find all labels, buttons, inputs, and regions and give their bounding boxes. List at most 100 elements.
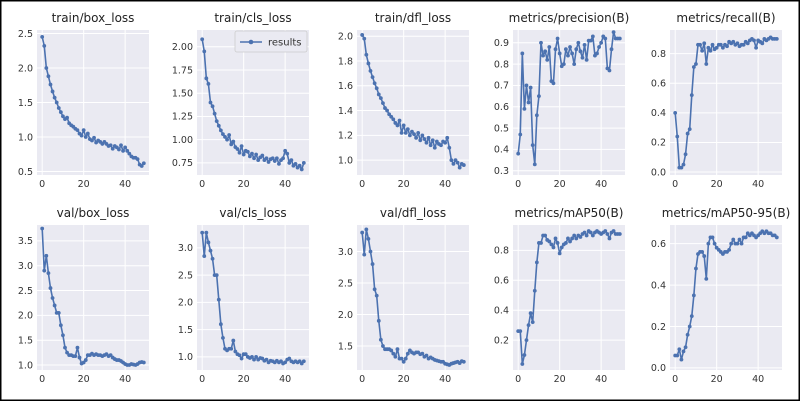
y-tick-label: 0.6 (494, 276, 509, 287)
x-tick-label: 0 (515, 179, 521, 190)
data-point (50, 296, 55, 300)
y-tick-label: 2.0 (18, 63, 33, 74)
data-point (52, 95, 57, 100)
data-point (48, 82, 53, 87)
data-point (233, 349, 238, 354)
data-point (75, 345, 80, 350)
data-point (582, 43, 587, 47)
data-point (534, 260, 539, 265)
data-point (710, 235, 715, 240)
data-point (287, 356, 292, 361)
y-tick-label: 0.5 (18, 167, 33, 178)
data-point (539, 241, 543, 245)
data-point (110, 146, 115, 151)
data-point (424, 140, 429, 145)
data-point (250, 355, 254, 359)
data-point (368, 68, 373, 73)
y-tick-label: 2.5 (338, 278, 353, 289)
data-point (237, 150, 242, 155)
data-point (372, 81, 377, 86)
data-point (445, 135, 450, 140)
data-point (530, 320, 535, 325)
data-point (584, 57, 589, 62)
data-point (679, 357, 684, 362)
y-tick-label: 0.2 (651, 322, 666, 333)
data-point (718, 42, 723, 47)
data-point (694, 266, 698, 271)
data-point (216, 123, 221, 128)
data-point (301, 161, 306, 165)
data-point (570, 51, 575, 56)
data-point (92, 135, 96, 140)
data-point (675, 353, 680, 358)
data-point (85, 131, 90, 136)
data-point (590, 233, 595, 238)
data-point (518, 329, 523, 334)
y-tick-label: 3.0 (178, 243, 193, 254)
data-point (574, 47, 579, 52)
data-point (706, 241, 711, 246)
data-point (254, 152, 259, 157)
data-point (704, 62, 709, 66)
data-point (576, 40, 581, 45)
data-point (56, 310, 61, 315)
data-point (617, 232, 622, 236)
data-point (518, 132, 523, 137)
data-point (516, 151, 521, 156)
data-point (526, 323, 531, 328)
data-point (44, 253, 49, 258)
data-point (374, 86, 379, 91)
data-point (252, 156, 256, 161)
data-point (44, 66, 49, 70)
y-tick-label: 0.75 (172, 158, 193, 169)
data-point (75, 128, 80, 133)
data-point (563, 47, 568, 52)
data-point (218, 128, 223, 133)
x-tick-label: 20 (238, 374, 250, 385)
data-point (689, 314, 694, 319)
data-point (108, 353, 113, 358)
data-point (572, 62, 577, 67)
data-point (743, 235, 748, 240)
data-point (266, 160, 271, 164)
x-tick-label: 0 (672, 374, 678, 385)
data-point (204, 230, 209, 235)
x-tick-label: 40 (119, 179, 131, 190)
data-point (202, 49, 207, 54)
x-tick-label: 40 (595, 179, 607, 190)
x-tick-label: 0 (515, 374, 521, 385)
data-point (83, 135, 88, 139)
y-tick-label: 1.50 (172, 89, 193, 100)
data-point (774, 235, 779, 240)
data-point (46, 74, 51, 79)
data-point (362, 252, 367, 257)
data-point (48, 286, 53, 290)
data-point (212, 111, 217, 116)
subplot-metrics-precision-b: 0 20 40 0.3 0.4 0.5 0.6 0.7 0.8 0.9 metrics/precis… (494, 11, 629, 190)
y-tick-label: 0.4 (494, 306, 509, 317)
data-point (774, 36, 779, 41)
subplot-train-box-loss: 0 20 40 0.5 1.0 1.5 2.0 2.5 train/box_loss (18, 11, 149, 190)
y-tick-label: 0.2 (651, 138, 666, 149)
data-point (287, 161, 292, 165)
x-tick-label: 0 (39, 179, 45, 190)
data-point (378, 337, 383, 342)
data-point (206, 240, 211, 245)
data-point (119, 143, 123, 148)
data-point (679, 165, 684, 170)
x-tick-label: 40 (279, 374, 291, 385)
data-point (56, 106, 61, 110)
axes-background (197, 225, 309, 370)
data-point (572, 233, 577, 238)
data-point (77, 355, 82, 360)
y-tick-label: 1.00 (172, 135, 193, 146)
data-point (737, 237, 742, 242)
data-point (412, 132, 416, 137)
data-point (216, 297, 221, 302)
data-point (299, 167, 304, 172)
data-point (704, 276, 709, 281)
data-point (580, 55, 585, 60)
data-point (455, 160, 460, 165)
data-point (61, 114, 65, 119)
